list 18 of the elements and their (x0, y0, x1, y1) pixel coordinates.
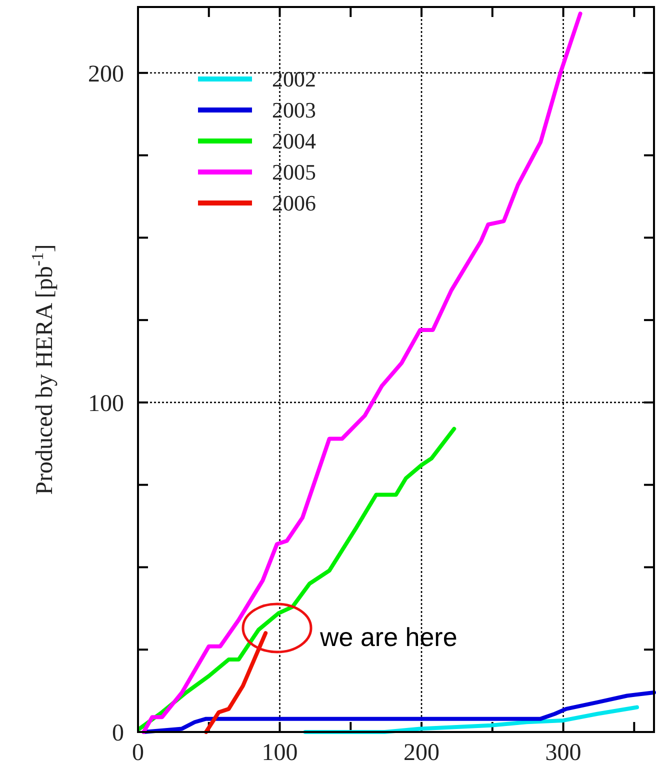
legend-label: 2005 (272, 160, 316, 185)
line-series (142, 12, 582, 734)
x-tick-label: 300 (545, 740, 582, 766)
y-tick-label: 0 (112, 720, 124, 746)
annotation: we are here (319, 622, 458, 652)
line-series (137, 426, 456, 731)
x-tick-label: 200 (404, 740, 440, 766)
y-tick-label: 200 (88, 61, 124, 88)
line-series (204, 631, 268, 734)
legend-label: 2004 (272, 128, 316, 154)
y-tick-label: 100 (88, 390, 124, 417)
legend-label: 2002 (272, 66, 316, 92)
x-tick-label: 100 (262, 740, 298, 766)
x-tick-label: 0 (132, 740, 144, 766)
legend-label: 2006 (272, 190, 316, 216)
line-series (303, 705, 639, 734)
line-series (142, 690, 656, 734)
legend-label: 2003 (272, 98, 316, 123)
